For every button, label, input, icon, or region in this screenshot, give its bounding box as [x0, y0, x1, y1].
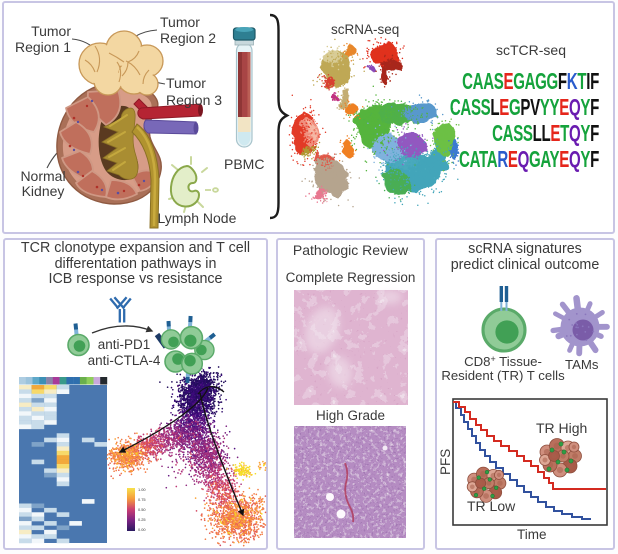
svg-text:0.25: 0.25	[138, 517, 146, 522]
svg-text:0.50: 0.50	[138, 507, 146, 512]
svg-text:1.00: 1.00	[138, 487, 146, 492]
svg-text:0.75: 0.75	[138, 497, 146, 502]
svg-text:0.00: 0.00	[138, 527, 146, 532]
